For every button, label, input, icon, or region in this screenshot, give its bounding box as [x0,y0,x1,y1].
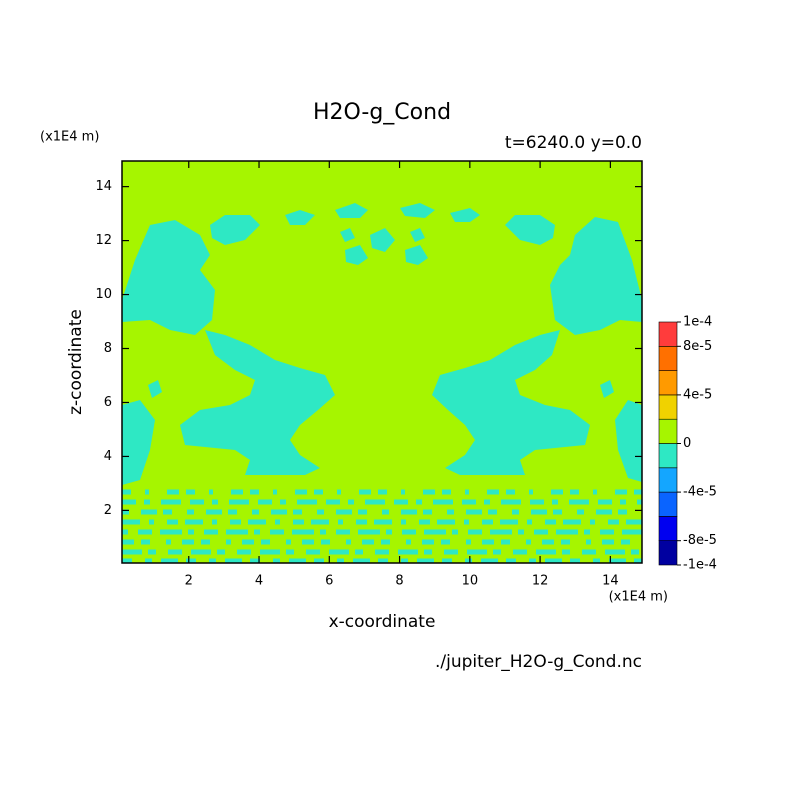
colorbar-tick-label: 8e-5 [683,339,712,354]
chart-subtitle: t=6240.0 y=0.0 [505,133,642,153]
axis-ticks: 2 4 6 8 10 12 14 2 4 6 8 10 12 14 [95,161,642,589]
colorbar-segment [658,467,678,493]
x-tick-label: 12 [532,574,549,589]
source-file: ./jupiter_H2O-g_Cond.nc [435,652,642,672]
colorbar-segment [658,491,678,517]
colorbar-segment [658,443,678,469]
field-background [122,161,642,563]
x-axis-label: x-coordinate [329,612,436,632]
x-tick-label: 4 [255,574,263,589]
y-tick-label: 10 [95,287,112,302]
colorbar: 1e-4 8e-5 4e-5 0 -4e-5 -8e-5 -1e-4 [658,315,717,573]
y-unit: (x1E4 m) [40,130,99,145]
colorbar-segment [658,540,678,566]
y-tick-label: 8 [104,341,112,356]
x-tick-label: 10 [462,574,479,589]
colorbar-tick-label: -8e-5 [683,533,717,548]
y-tick-label: 2 [104,503,112,518]
colorbar-tick-label: 4e-5 [683,387,712,402]
colorbar-tick-label: 1e-4 [683,315,712,330]
colorbar-tick-label: 0 [683,436,691,451]
y-tick-label: 12 [95,233,112,248]
contour-regions [122,203,642,485]
x-unit: (x1E4 m) [609,590,668,605]
colorbar-segment [658,516,678,542]
noise-band [122,489,642,563]
x-tick-label: 8 [395,574,403,589]
y-axis-label: z-coordinate [66,309,86,415]
colorbar-segment [658,418,678,444]
y-tick-label: 4 [104,449,112,464]
chart-title: H2O-g_Cond [313,100,451,125]
y-tick-label: 14 [95,179,112,194]
colorbar-segment [658,345,678,371]
colorbar-segment [658,394,678,420]
contour-field [122,161,642,563]
plot-frame [121,160,643,564]
y-tick-label: 6 [104,395,112,410]
colorbar-tick-label: -1e-4 [683,558,717,573]
colorbar-segment [658,370,678,396]
colorbar-segment [658,321,678,347]
x-tick-label: 2 [185,574,193,589]
colorbar-tick-label: -4e-5 [683,485,717,500]
x-tick-label: 14 [602,574,619,589]
x-tick-label: 6 [325,574,333,589]
